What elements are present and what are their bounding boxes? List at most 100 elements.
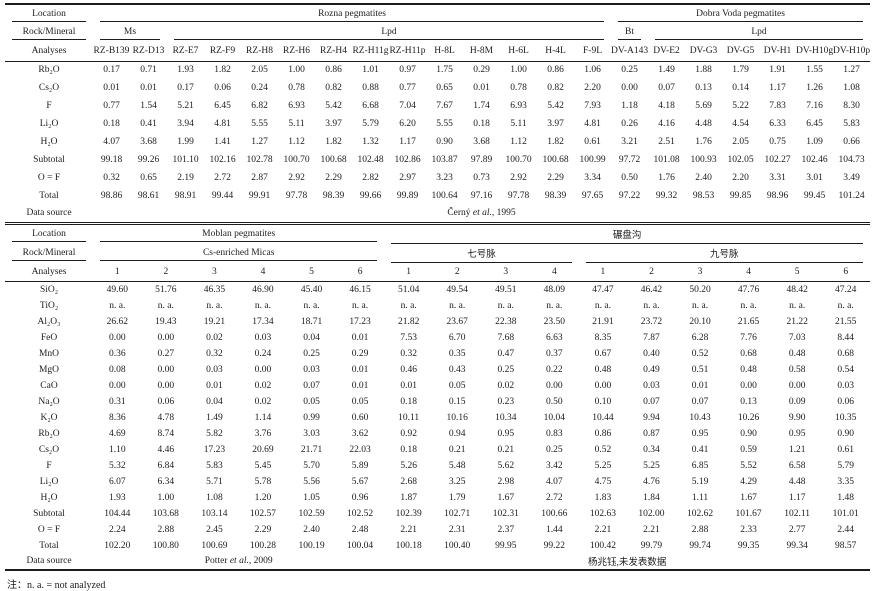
group-header-label: Dobra Voda pegmatites [618,7,863,22]
data-cell: 0.14 [732,83,749,93]
data-cell: 6.45 [214,101,231,111]
data-cell: n. a. [789,300,806,311]
data-cell: 0.03 [254,332,272,343]
data-cell: 0.65 [436,83,453,93]
data-cell: 102.78 [246,155,273,165]
column-header: H-8L [426,42,463,62]
data-cell: 5.82 [206,428,223,439]
data-cell: 5.45 [254,460,272,471]
data-cell: 21.55 [835,316,857,327]
data-cell: 102.11 [784,508,811,519]
table-rozna-dobravoda-micas: Location Rozna pegmatites Dobra Voda pegma… [5,3,870,225]
data-cell: 102.16 [209,155,236,165]
row-label: Total [39,191,59,201]
row-label: Subtotal [33,508,65,519]
row-label: FeO [40,332,58,343]
data-cell: 0.99 [303,412,320,423]
data-cell: 2.51 [658,137,675,147]
data-cell: 0.26 [621,119,638,129]
column-header: RZ-H8 [241,42,278,62]
data-cell: 0.21 [497,444,515,455]
data-cell: 47.47 [592,284,614,295]
column-header: F-9L [574,42,611,62]
data-cell: 100.18 [395,540,422,551]
data-cell: 9.90 [788,412,806,423]
data-cell: 99.66 [359,191,382,201]
data-cell: 5.89 [351,460,369,471]
data-cell: 5.22 [732,101,749,111]
data-cell: 1.08 [843,83,860,93]
data-cell: 5.42 [325,101,342,111]
column-header: H-6L [500,42,537,62]
data-cell: 10.35 [835,412,857,423]
data-cell: 99.18 [100,155,123,165]
data-cell: 0.95 [788,428,806,439]
data-cell: 103.68 [152,508,179,519]
data-cell: 0.05 [351,396,369,407]
data-cell: 0.10 [594,396,612,407]
row-label: MgO [38,364,60,375]
column-header: 2 [432,262,482,282]
data-cell: 1.21 [788,444,806,455]
data-cell: 0.95 [497,428,515,439]
data-cell: 1.99 [177,137,194,147]
data-cell: 7.16 [806,101,823,111]
data-cell: 1.26 [806,83,823,93]
data-cell: 0.83 [546,428,563,439]
row-label: Na₂O [38,396,60,407]
data-cell: 0.00 [157,380,175,391]
data-cell: 1.20 [254,492,272,503]
data-cell: 0.04 [206,396,223,407]
header-row-rock-mineral: Rock/Mineral Ms Lpd Bt Lpd [5,23,870,42]
data-cell: 0.47 [497,348,515,359]
data-cell: 0.65 [140,173,157,183]
data-cell: 4.78 [157,412,175,423]
data-row: O = F 2.24 2.88 2.45 2.29 2.40 2.48 2.21 2.31 2.3… [5,522,870,538]
data-cell: 0.90 [837,428,855,439]
data-cell: 0.71 [140,65,157,76]
data-cell: 97.78 [285,191,308,201]
data-cell: 2.97 [399,173,416,183]
data-cell: 0.73 [473,173,490,183]
table-footnote: 注：n. a. = not analyzed [7,579,106,591]
data-cell: 0.25 [497,364,515,375]
data-cell: 3.94 [177,119,194,129]
data-cell: 5.42 [547,101,564,111]
source-author: Černý [447,208,473,219]
data-cell: 0.21 [448,444,466,455]
row-label: H₂O [40,492,58,503]
header-row-rock-mineral: Rock/Mineral Cs-enriched Micas 七号脉 九号脉 [5,244,870,263]
group-header: Bt [611,23,648,42]
data-cell: 101.01 [832,508,859,519]
data-cell: 0.61 [837,444,855,455]
column-header: 3 [675,262,725,282]
data-cell: 7.67 [436,101,453,111]
data-cell: 0.68 [837,348,855,359]
table-moblan-nianpangou-micas: Location Moblan pegmatites 碾盘沟 Rock/Mineral… [5,225,870,571]
row-header-location: Location [5,225,93,244]
data-cell: 4.29 [740,476,757,487]
data-cell: 0.00 [108,332,126,343]
data-cell: 0.00 [546,380,563,391]
data-row: Na₂O 0.31 0.06 0.04 0.02 0.05 0.05 0.18 0.15 0.23… [5,394,870,410]
data-row: F 0.77 1.54 5.21 6.45 6.82 6.93 5.42 6.68 7.04 7.6… [5,97,870,115]
data-cell: 0.94 [448,428,466,439]
data-cell: 1.91 [769,65,786,76]
data-cell: 5.79 [837,460,855,471]
data-cell: 51.76 [155,284,177,295]
data-cell: 1.17 [788,492,806,503]
data-cell: 0.18 [400,444,417,455]
data-cell: n. a. [254,300,272,311]
data-cell: 0.05 [303,396,320,407]
column-header: RZ-B139 [93,42,130,62]
row-label: Subtotal [33,155,65,165]
data-cell: 2.37 [497,524,515,535]
data-cell: 0.77 [399,83,416,93]
data-cell: n. a. [206,300,223,311]
data-cell: 0.58 [788,364,806,375]
data-cell: 101.08 [653,155,680,165]
data-cell: 2.92 [288,173,305,183]
data-cell: 1.75 [436,65,453,76]
data-cell: 0.61 [584,137,601,147]
data-cell: 0.03 [643,380,660,391]
